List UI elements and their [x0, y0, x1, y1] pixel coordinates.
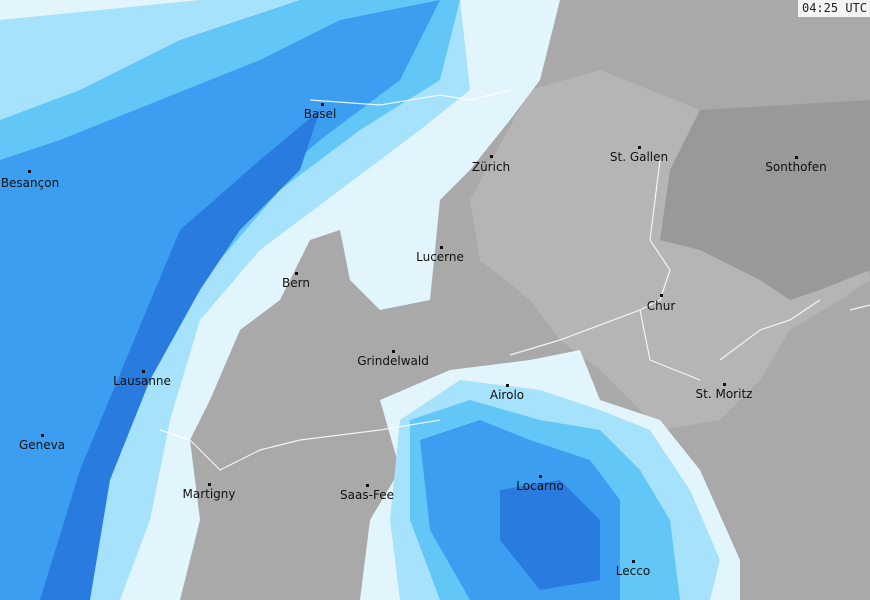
city-dot	[632, 560, 635, 563]
city-label: Lecco	[615, 564, 651, 578]
eastern-switzerland-region	[470, 70, 870, 430]
city-dot	[440, 246, 443, 249]
city-dot	[795, 156, 798, 159]
city-label: Bern	[282, 276, 310, 290]
city-label: Martigny	[182, 487, 236, 501]
city-dot	[490, 155, 493, 158]
city-label: Saas-Fee	[340, 488, 394, 502]
city-dot	[321, 103, 324, 106]
city-dot	[142, 370, 145, 373]
city-dot	[392, 350, 395, 353]
city-dot	[295, 272, 298, 275]
city-label: Sonthofen	[765, 160, 827, 174]
city-dot	[723, 383, 726, 386]
city-label: Basel	[303, 107, 337, 121]
city-label: Lucerne	[416, 250, 464, 264]
city-dot	[28, 170, 31, 173]
city-label: Chur	[646, 299, 676, 313]
city-label: Locarno	[516, 479, 564, 493]
city-label: Lausanne	[113, 374, 171, 388]
heavy-precip	[0, 0, 440, 600]
city-dot	[660, 294, 663, 297]
austria-region	[660, 100, 870, 300]
city-dot	[41, 434, 44, 437]
city-dot	[638, 146, 641, 149]
very-heavy-precip-south	[500, 480, 600, 590]
timestamp-label: 04:25 UTC	[797, 0, 870, 17]
city-dot	[208, 483, 211, 486]
city-label: St. Moritz	[695, 387, 753, 401]
borders	[159, 89, 870, 471]
city-label: Besançon	[0, 176, 60, 190]
city-label: Zürich	[471, 160, 511, 174]
city-dot	[366, 484, 369, 487]
city-label: Grindelwald	[357, 354, 429, 368]
city-label: St. Gallen	[609, 150, 669, 164]
city-label: Airolo	[489, 388, 525, 402]
very-heavy-precip	[40, 110, 320, 600]
city-label: Geneva	[18, 438, 66, 452]
city-dot	[506, 384, 509, 387]
city-dot	[539, 475, 542, 478]
